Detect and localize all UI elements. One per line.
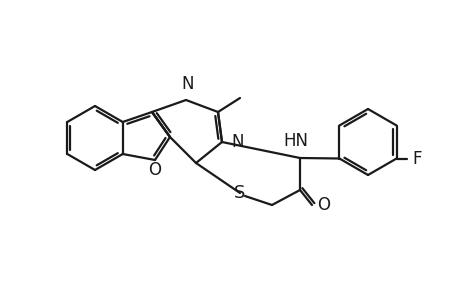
Text: O: O [148,161,161,179]
Text: N: N [181,75,194,93]
Text: F: F [412,149,421,167]
Text: HN: HN [283,132,308,150]
Text: O: O [316,196,329,214]
Text: N: N [230,133,243,151]
Text: S: S [234,184,245,202]
